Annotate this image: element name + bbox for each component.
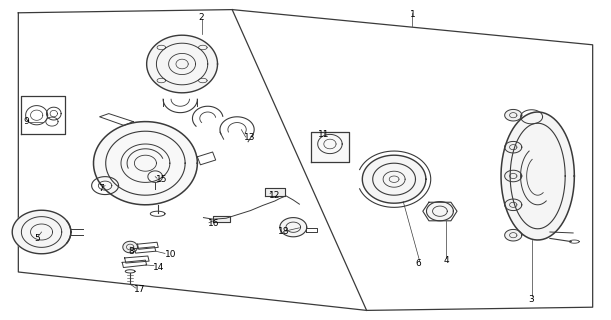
Polygon shape	[280, 218, 307, 237]
Text: 4: 4	[443, 256, 449, 265]
Text: 16: 16	[208, 220, 219, 228]
Text: 9: 9	[23, 117, 29, 126]
Polygon shape	[501, 112, 574, 240]
Polygon shape	[93, 122, 197, 205]
Polygon shape	[505, 229, 522, 241]
Polygon shape	[505, 170, 522, 182]
Text: 1: 1	[409, 10, 415, 19]
Text: 8: 8	[128, 247, 134, 256]
Polygon shape	[265, 188, 285, 196]
Text: 13: 13	[244, 133, 256, 142]
Polygon shape	[123, 241, 137, 253]
Polygon shape	[147, 35, 218, 93]
Polygon shape	[505, 199, 522, 211]
Polygon shape	[213, 216, 230, 222]
Text: 14: 14	[153, 263, 164, 272]
Text: 2: 2	[199, 13, 205, 22]
Polygon shape	[505, 141, 522, 153]
Polygon shape	[12, 210, 71, 254]
Polygon shape	[362, 155, 426, 203]
Text: 12: 12	[269, 191, 280, 200]
Text: 17: 17	[134, 285, 146, 294]
Text: 5: 5	[34, 234, 40, 243]
Text: 7: 7	[98, 184, 104, 193]
Text: 15: 15	[156, 175, 167, 184]
Text: 18: 18	[279, 228, 290, 236]
Text: 6: 6	[415, 260, 422, 268]
Text: 10: 10	[165, 250, 177, 259]
Polygon shape	[426, 202, 453, 221]
Text: 3: 3	[529, 295, 535, 304]
Polygon shape	[505, 109, 522, 121]
Polygon shape	[311, 132, 349, 162]
Text: 11: 11	[318, 130, 329, 139]
